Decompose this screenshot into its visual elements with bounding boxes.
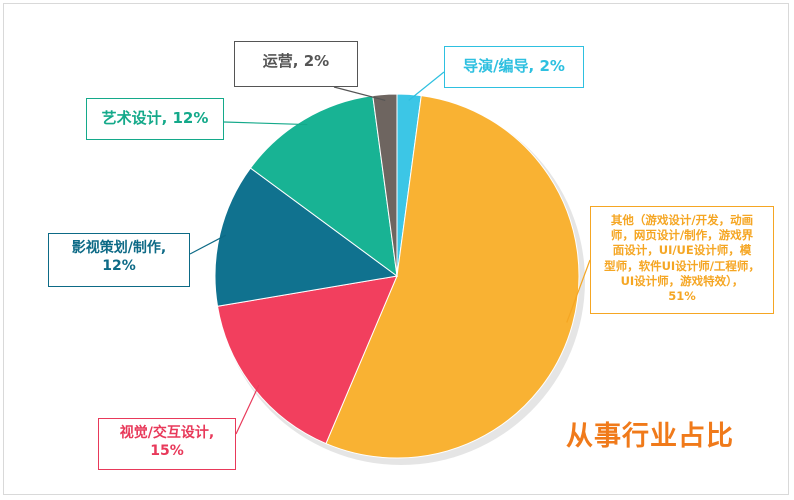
leader-line: [333, 86, 386, 101]
callout-other-line5: UI设计师，游戏特效），: [620, 273, 744, 288]
leader-line: [189, 234, 227, 255]
leader-line: [408, 71, 445, 101]
pie-slice: [372, 93, 398, 277]
callout-ops: 运营, 2%: [234, 41, 358, 87]
leader-line: [235, 384, 260, 435]
callout-visual-line1: 视觉/交互设计,: [119, 425, 215, 441]
pie-slice: [214, 167, 399, 307]
callout-other-line1: 其他（游戏设计/开发，动画: [610, 213, 754, 227]
pie-slice: [216, 275, 398, 445]
callout-film-line2: 12%: [102, 257, 136, 274]
leader-line: [223, 121, 308, 126]
callout-director: 导演/编导, 2%: [444, 46, 584, 88]
leader-line: [566, 259, 591, 323]
callout-other: 其他（游戏设计/开发，动画 师，网页设计/制作，游戏界 面设计，UI/UE设计师…: [590, 206, 774, 314]
callout-visual: 视觉/交互设计, 15%: [98, 418, 236, 470]
callout-other-line3: 面设计，UI/UE设计师，模: [612, 243, 752, 258]
callout-ops-text: 运营, 2%: [262, 52, 330, 70]
pie-chart: [189, 71, 591, 465]
callout-art-text: 艺术设计, 12%: [101, 109, 209, 127]
callout-film-line1: 影视策划/制作,: [71, 240, 167, 256]
callout-film: 影视策划/制作, 12%: [48, 233, 190, 287]
pie-slice: [249, 95, 398, 278]
callout-other-line2: 师，网页设计/制作，游戏界: [610, 228, 754, 243]
callout-director-text: 导演/编导, 2%: [463, 57, 565, 75]
callout-other-line6: 51%: [668, 288, 696, 303]
callout-art: 艺术设计, 12%: [86, 98, 224, 140]
chart-frame: 导演/编导, 2% 运营, 2% 艺术设计, 12% 影视策划/制作, 12% …: [3, 3, 789, 495]
callout-visual-line2: 15%: [150, 442, 184, 459]
pie-slice: [325, 95, 580, 459]
callout-other-line4: 型师，软件UI设计师/工程师，: [604, 258, 760, 273]
chart-title: 从事行业占比: [566, 421, 734, 452]
